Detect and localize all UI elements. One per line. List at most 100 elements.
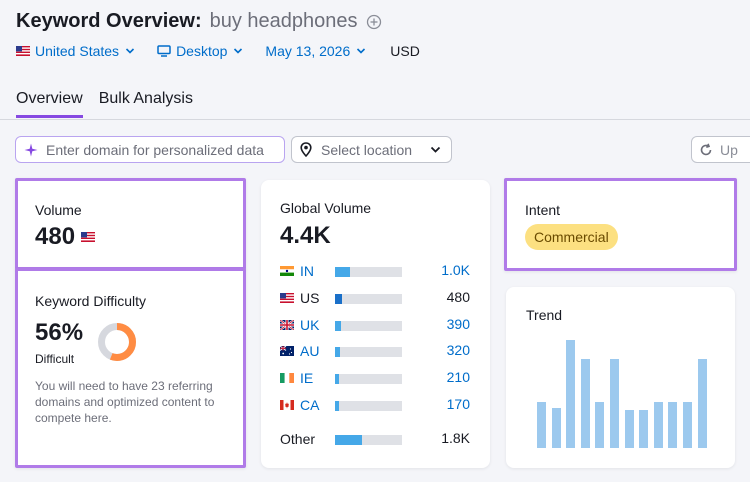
gv-row-in: IN 1.0K (280, 262, 470, 280)
gv-country-value: 480 (446, 288, 470, 305)
kd-description: You will need to have 23 referring domai… (35, 379, 215, 425)
header-divider (0, 119, 750, 120)
location-select[interactable]: Select location (291, 136, 452, 163)
country-dropdown[interactable]: United States (16, 43, 135, 59)
filter-bar: United States Desktop May 13, 2026 USD (16, 43, 420, 59)
gv-country-code[interactable]: UK (300, 316, 320, 333)
top-bar: Keyword Overview: buy headphones United … (0, 0, 750, 120)
gv-country-value[interactable]: 1.0K (441, 262, 470, 278)
trend-bar[interactable] (537, 401, 546, 448)
sparkle-icon (24, 143, 38, 156)
date-label: May 13, 2026 (265, 43, 351, 59)
page-title: Keyword Overview: buy headphones (16, 10, 382, 33)
update-button-label: Up (720, 141, 738, 158)
gv-bar-track (335, 320, 402, 331)
trend-bar[interactable] (566, 340, 576, 448)
kd-level: Difficult (35, 352, 75, 366)
global-volume-value: 4.4K (280, 222, 331, 249)
intent-label: Intent (525, 202, 561, 218)
gv-country-value[interactable]: 210 (446, 369, 470, 386)
volume-label: Volume (35, 202, 82, 218)
trend-bar[interactable] (580, 359, 590, 448)
device-dropdown[interactable]: Desktop (157, 43, 243, 59)
chevron-down-icon (430, 146, 441, 153)
gv-row-other: Other 1.8K (280, 430, 470, 448)
volume-card: Volume 480 (15, 178, 246, 270)
australia-flag-icon (280, 346, 294, 357)
intent-card: Intent Commercial (504, 178, 737, 271)
trend-chart (537, 340, 707, 448)
gv-row-ie: IE 210 (280, 369, 470, 387)
gv-bar-track (335, 347, 402, 358)
currency-label: USD (390, 43, 420, 59)
gv-bar-fill (335, 401, 339, 411)
gv-bar-fill (335, 347, 340, 358)
page-title-label: Keyword Overview: (16, 10, 202, 32)
canada-flag-icon (280, 400, 294, 410)
chevron-down-icon (234, 48, 243, 54)
trend-bar[interactable] (653, 401, 663, 448)
tab-bar: Overview Bulk Analysis (16, 90, 209, 118)
trend-label: Trend (526, 307, 563, 323)
keyword-difficulty-card: Keyword Difficulty 56% Difficult You wil… (15, 268, 246, 468)
trend-bar[interactable] (639, 410, 649, 448)
gv-country-code: US (300, 289, 320, 306)
gv-bar-track (335, 293, 402, 304)
gv-row-au: AU 320 (280, 342, 470, 360)
gv-country-value[interactable]: 390 (446, 315, 470, 332)
trend-bar[interactable] (551, 408, 561, 448)
gv-country-code[interactable]: CA (300, 397, 320, 413)
trend-bar[interactable] (624, 410, 634, 448)
keyword-text: buy headphones (209, 10, 358, 32)
tab-overview[interactable]: Overview (16, 90, 83, 118)
gv-bar-track (335, 435, 402, 445)
device-label: Desktop (176, 43, 228, 59)
kd-donut-chart (98, 323, 136, 361)
location-pin-icon (300, 142, 312, 157)
us-flag-icon (280, 292, 294, 303)
add-circle-icon[interactable] (366, 14, 382, 30)
gv-bar-fill (335, 267, 351, 277)
gv-row-uk: UK 390 (280, 316, 470, 334)
trend-bar[interactable] (697, 359, 707, 448)
kd-label: Keyword Difficulty (35, 293, 147, 309)
gv-other-label: Other (280, 431, 316, 447)
gv-country-value[interactable]: 320 (446, 342, 470, 359)
trend-card: Trend (506, 287, 735, 468)
volume-value: 480 (35, 223, 76, 250)
trend-bar[interactable] (595, 401, 605, 448)
us-flag-icon (81, 232, 96, 242)
tab-bulk-analysis[interactable]: Bulk Analysis (98, 90, 193, 107)
trend-bar[interactable] (610, 359, 619, 448)
ireland-flag-icon (280, 373, 294, 384)
india-flag-icon (280, 266, 294, 276)
us-flag-icon (16, 46, 30, 56)
date-dropdown[interactable]: May 13, 2026 (265, 43, 366, 59)
uk-flag-icon (280, 319, 294, 330)
trend-bar[interactable] (683, 401, 692, 448)
domain-input-wrapper[interactable] (15, 136, 285, 163)
gv-bar-fill (335, 293, 343, 304)
gv-bar-fill (335, 435, 363, 445)
refresh-icon (700, 143, 712, 155)
gv-bar-track (335, 267, 402, 277)
gv-country-code[interactable]: IE (300, 370, 314, 387)
kd-value: 56% (35, 319, 84, 346)
update-button[interactable]: Up (691, 136, 750, 163)
gv-country-value[interactable]: 170 (446, 396, 470, 412)
gv-bar-track (335, 401, 402, 411)
gv-row-ca: CA 170 (280, 396, 470, 414)
gv-country-code[interactable]: AU (300, 343, 320, 360)
domain-input[interactable] (46, 141, 276, 158)
desktop-icon (157, 45, 171, 57)
country-label: United States (35, 43, 120, 59)
gv-bar-fill (335, 320, 342, 331)
chevron-down-icon (357, 48, 366, 54)
controls-row: Select location Up (0, 120, 750, 176)
trend-bar[interactable] (668, 401, 678, 448)
chevron-down-icon (125, 48, 135, 54)
global-volume-label: Global Volume (280, 200, 372, 216)
gv-bar-fill (335, 374, 339, 385)
gv-country-code[interactable]: IN (300, 263, 314, 279)
gv-row-us: US 480 (280, 289, 470, 307)
